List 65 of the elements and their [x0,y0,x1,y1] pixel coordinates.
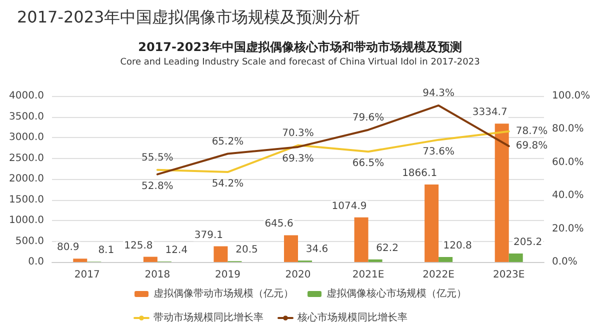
data-label: 70.3% [282,128,314,139]
y2-tick-label: 20.0% [552,223,584,234]
x-tick-label: 2023E [492,270,525,280]
data-label: 125.8 [124,240,153,252]
bar [424,184,439,262]
data-label: 34.6 [306,244,328,256]
y-tick-label: 3000.0 [9,132,44,143]
y-tick-label: 2000.0 [9,174,44,184]
bar [368,259,382,262]
data-label: 55.5% [142,152,174,164]
legend-label: 虚拟偶像带动市场规模（亿元） [154,288,294,300]
data-label: 65.2% [212,136,244,148]
y-tick-label: 500.0 [15,236,44,247]
bar [494,124,509,262]
bar [438,256,453,262]
x-tick-label: 2021E [352,270,384,280]
x-tick-label: 2018 [144,270,170,280]
data-label: 66.5% [352,158,384,170]
legend-label: 虚拟偶像核心市场规模（亿元） [326,288,466,300]
data-label: 69.8% [516,140,548,152]
data-label: 52.8% [142,180,174,192]
data-label: 62.2 [376,242,398,254]
data-label: 79.6% [352,112,384,124]
y2-tick-label: 100.0% [552,90,590,102]
x-tick-label: 2022E [422,270,454,280]
y-tick-label: 0.0 [28,256,44,268]
data-label: 1866.1 [402,168,438,180]
y2-tick-label: 80.0% [552,124,584,135]
legend-label: 带动市场规模同比增长率 [154,312,264,324]
data-label: 8.1 [98,245,114,256]
chart-subtitle: 2017-2023年中国虚拟偶像核心市场和带动市场规模及预测 [138,40,462,54]
data-label: 73.6% [422,146,454,158]
data-label: 120.8 [443,240,472,252]
text: Core and Leading Industry Scale and forecast of China Virtual Idol in 2017-2023 [120,58,480,68]
legend-label: 核心市场规模同比增长率 [296,312,408,324]
data-label: 20.5 [236,244,258,256]
data-label: 54.2% [212,178,244,190]
y-tick-label: 4000.0 [9,90,44,102]
data-label: 205.2 [514,236,542,248]
x-tick-label: 2020 [285,270,311,280]
bar [284,235,298,262]
data-label: 12.4 [165,244,188,256]
bar [73,258,88,262]
y2-tick-label: 60.0% [552,156,584,168]
chart-title: 2017-2023年中国虚拟偶像市场规模及预测分析 [17,8,360,26]
y-tick-label: 1500.0 [9,194,44,206]
data-label: 94.3% [422,88,454,99]
bar [354,217,368,262]
data-label: 69.3% [282,153,314,164]
bar [143,256,158,262]
data-label: 3334.7 [472,107,508,118]
data-label: 379.1 [194,230,224,241]
bar [214,246,228,262]
y-tick-label: 2500.0 [9,152,44,164]
data-label: 645.6 [264,218,294,230]
bar [508,253,523,262]
data-label: 78.7% [516,126,548,137]
x-tick-label: 2019 [214,270,240,280]
data-label: 80.9 [57,242,80,254]
data-label: 1074.9 [332,200,367,212]
y-tick-label: 3500.0 [9,111,44,122]
x-tick-label: 2017 [74,270,100,280]
y2-tick-label: 0.0% [552,256,578,268]
y-tick-label: 1000.0 [9,215,44,226]
y2-tick-label: 40.0% [552,190,584,202]
